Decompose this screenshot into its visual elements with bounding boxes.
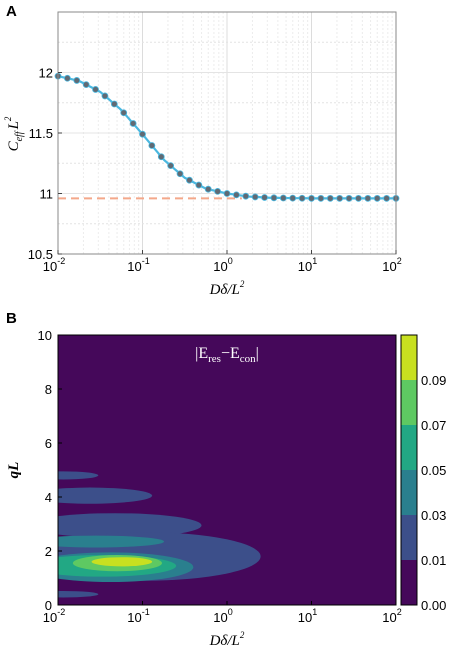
y-tick-label: 10.5 <box>28 247 53 262</box>
data-point <box>270 194 278 202</box>
panel-a-points <box>54 72 400 202</box>
contour-level-5 <box>91 557 153 567</box>
colorbar-tick-label: 0.07 <box>421 418 446 433</box>
data-point <box>355 194 362 202</box>
x-tick-label: 102 <box>382 256 401 274</box>
data-point <box>317 194 325 202</box>
y-tick-label: 6 <box>45 436 52 451</box>
data-point <box>101 92 109 100</box>
y-tick-label: 10 <box>38 328 52 343</box>
colorbar-segment <box>401 560 417 605</box>
data-point <box>289 194 297 202</box>
colorbar-tick-label: 0.01 <box>421 553 446 568</box>
data-point <box>110 100 118 108</box>
data-point <box>214 187 222 195</box>
colorbar-tick-label: 0.05 <box>421 463 446 478</box>
panel-a-y-ticks: 10.5 11 11.5 12 <box>28 66 62 262</box>
contour-level-1 <box>58 590 99 598</box>
data-point <box>92 86 99 93</box>
data-point <box>308 194 315 202</box>
colorbar-tick-label: 0.03 <box>421 508 446 523</box>
data-point <box>373 194 381 202</box>
data-point <box>63 74 71 82</box>
x-tick-label: 10-1 <box>127 607 149 625</box>
colorbar-segment <box>401 515 417 560</box>
y-tick-label: 4 <box>45 490 52 505</box>
data-point <box>148 142 156 149</box>
colorbar-frame <box>400 334 418 606</box>
x-tick-label: 101 <box>298 607 317 625</box>
y-tick-label: 11.5 <box>29 126 53 141</box>
data-point <box>176 170 184 178</box>
data-point <box>186 176 193 184</box>
data-point <box>279 194 287 202</box>
colorbar-segment <box>401 335 417 380</box>
data-point <box>251 193 259 201</box>
colorbar-segment <box>401 380 417 425</box>
panel-b-y-label: qL <box>6 462 22 479</box>
y-tick-label: 12 <box>39 66 53 81</box>
panel-a-letter: A <box>6 3 17 20</box>
contour-level-1 <box>58 487 153 504</box>
data-point <box>195 181 203 189</box>
contour-level-1 <box>58 471 99 480</box>
panel-a-x-label: Dδ/L2 <box>209 279 245 298</box>
panel-b-x-label: Dδ/L2 <box>209 630 245 649</box>
data-point <box>242 192 250 200</box>
x-tick-label: 102 <box>382 607 401 625</box>
colorbar-segment <box>401 425 417 470</box>
data-point <box>167 162 175 170</box>
panel-a-y-label: CeffL2 <box>3 116 25 151</box>
y-tick-label: 0 <box>45 598 52 613</box>
data-point <box>120 109 128 117</box>
data-point <box>383 194 391 202</box>
contour-level-1 <box>58 513 202 538</box>
x-tick-label: 10-1 <box>127 256 149 274</box>
y-tick-label: 8 <box>45 382 52 397</box>
data-point <box>336 194 344 202</box>
data-point <box>204 185 212 193</box>
data-point <box>326 194 334 202</box>
panel-b-letter: B <box>6 310 17 327</box>
colorbar-tick-label: 0.09 <box>421 373 446 388</box>
data-point <box>261 194 268 201</box>
x-tick-label: 100 <box>213 256 232 274</box>
panel-b-colorbar: 0.00 0.01 0.03 0.05 0.07 0.09 <box>400 334 446 613</box>
data-point <box>345 194 353 202</box>
data-point <box>139 130 146 138</box>
contour-level-2 <box>58 535 165 548</box>
colorbar-segment <box>401 470 417 515</box>
panel-b-annotation: |Eres−Econ| <box>195 345 259 365</box>
data-point <box>82 81 90 88</box>
data-point <box>73 77 81 84</box>
data-point <box>223 190 231 197</box>
panel-b-contours <box>58 471 261 598</box>
y-tick-label: 2 <box>45 544 52 559</box>
x-tick-label: 100 <box>213 607 232 625</box>
data-point <box>298 194 306 202</box>
data-point <box>232 191 240 199</box>
x-tick-label: 101 <box>298 256 317 274</box>
panel-b-y-ticks: 0 2 4 6 8 10 <box>38 328 62 613</box>
colorbar-tick-label: 0.00 <box>421 598 446 613</box>
y-tick-label: 11 <box>40 187 54 202</box>
data-point <box>364 194 372 202</box>
data-point <box>157 153 165 161</box>
data-point <box>129 120 137 127</box>
